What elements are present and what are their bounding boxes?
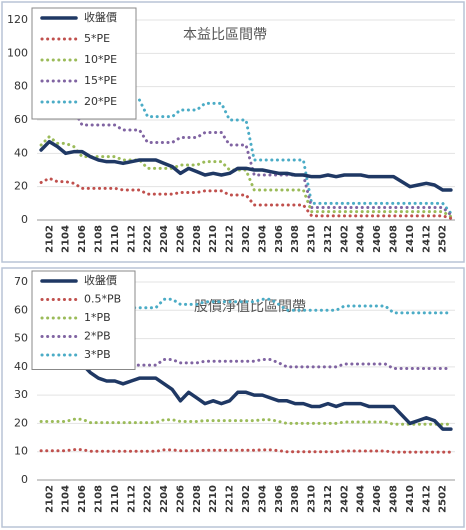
series-line — [39, 417, 453, 426]
legend-box — [31, 7, 137, 120]
x-tick-label: 2302 — [241, 485, 252, 513]
x-tick-label: 2502 — [438, 485, 449, 513]
x-tick-label: 2202 — [143, 485, 154, 513]
x-tick-label: 2204 — [159, 225, 170, 253]
legend-label: 0.5*PB — [84, 293, 121, 306]
x-tick-label: 2108 — [93, 225, 104, 253]
x-tick-label: 2202 — [143, 225, 154, 253]
series-line — [39, 345, 453, 431]
y-tick-label: 40 — [14, 146, 28, 159]
x-tick-label: 2308 — [290, 225, 301, 253]
y-tick-label: 60 — [14, 113, 28, 126]
x-tick-label: 2106 — [77, 485, 88, 513]
x-tick-label: 2208 — [192, 485, 203, 513]
x-tick-label: 2408 — [389, 485, 400, 513]
x-tick-label: 2112 — [126, 485, 137, 513]
legend-label: 10*PE — [84, 53, 117, 66]
x-tick-label: 2404 — [356, 485, 367, 513]
x-tick-label: 2302 — [241, 225, 252, 253]
y-tick-label: 0 — [21, 213, 28, 226]
x-tick-label: 2208 — [192, 225, 203, 253]
x-tick-label: 2406 — [372, 485, 383, 513]
x-tick-label: 2112 — [126, 225, 137, 253]
x-tick-label: 2212 — [225, 485, 236, 513]
x-tick-label: 2410 — [405, 225, 416, 253]
x-tick-label: 2306 — [274, 485, 285, 513]
legend-label: 2*PB — [84, 330, 111, 343]
x-tick-label: 2106 — [77, 225, 88, 253]
x-tick-label: 2102 — [44, 225, 55, 253]
x-tick-label: 2108 — [93, 485, 104, 513]
x-tick-label: 2406 — [372, 225, 383, 253]
x-tick-label: 2206 — [175, 225, 186, 253]
y-tick-label: 120 — [7, 13, 28, 26]
x-tick-label: 2110 — [110, 485, 121, 513]
x-tick-label: 2212 — [225, 225, 236, 253]
x-tick-label: 2210 — [208, 225, 219, 253]
chart-title: 本益比區間帶 — [183, 27, 267, 43]
x-tick-label: 2306 — [274, 225, 285, 253]
x-tick-label: 2210 — [208, 485, 219, 513]
y-tick-label: 60 — [14, 303, 28, 316]
x-tick-label: 2312 — [323, 225, 334, 253]
x-tick-label: 2304 — [257, 225, 268, 253]
y-tick-label: 50 — [14, 332, 28, 345]
legend-box — [31, 270, 136, 370]
x-tick-label: 2408 — [389, 225, 400, 253]
x-tick-label: 2308 — [290, 485, 301, 513]
x-tick-label: 2310 — [307, 225, 318, 253]
series-line — [39, 448, 453, 454]
series-line — [39, 176, 453, 220]
y-tick-label: 20 — [14, 180, 28, 193]
series-line — [39, 296, 453, 315]
x-tick-label: 2104 — [61, 225, 72, 253]
x-tick-label: 2402 — [339, 225, 350, 253]
legend-label: 收盤價 — [84, 10, 117, 24]
x-tick-label: 2502 — [438, 225, 449, 253]
series-line — [39, 139, 453, 192]
chart-title: 股價淨值比區間帶 — [194, 298, 306, 315]
legend-label: 3*PB — [84, 348, 111, 361]
y-tick-label: 100 — [7, 46, 28, 59]
y-tick-label: 40 — [14, 360, 28, 373]
x-tick-label: 2204 — [159, 485, 170, 513]
legend-label: 5*PE — [84, 32, 110, 45]
y-tick-label: 20 — [14, 416, 28, 429]
y-tick-label: 10 — [14, 445, 28, 458]
legend-label: 收盤價 — [84, 273, 117, 287]
x-tick-label: 2310 — [307, 485, 318, 513]
x-tick-label: 2304 — [257, 485, 268, 513]
series-line — [39, 93, 453, 217]
legend-label: 15*PE — [84, 74, 117, 87]
x-tick-label: 2206 — [175, 485, 186, 513]
x-tick-label: 2412 — [421, 225, 432, 253]
y-tick-label: 0 — [21, 473, 28, 486]
x-tick-label: 2404 — [356, 225, 367, 253]
legend-label: 20*PE — [84, 95, 117, 108]
x-tick-label: 2102 — [44, 485, 55, 513]
x-tick-label: 2410 — [405, 485, 416, 513]
y-tick-label: 70 — [14, 275, 28, 288]
y-tick-label: 30 — [14, 388, 28, 401]
legend-label: 1*PB — [84, 311, 111, 324]
x-tick-label: 2110 — [110, 225, 121, 253]
x-tick-label: 2312 — [323, 485, 334, 513]
x-tick-label: 2402 — [339, 485, 350, 513]
y-tick-label: 80 — [14, 80, 28, 93]
x-tick-label: 2104 — [61, 485, 72, 513]
x-tick-label: 2412 — [421, 485, 432, 513]
